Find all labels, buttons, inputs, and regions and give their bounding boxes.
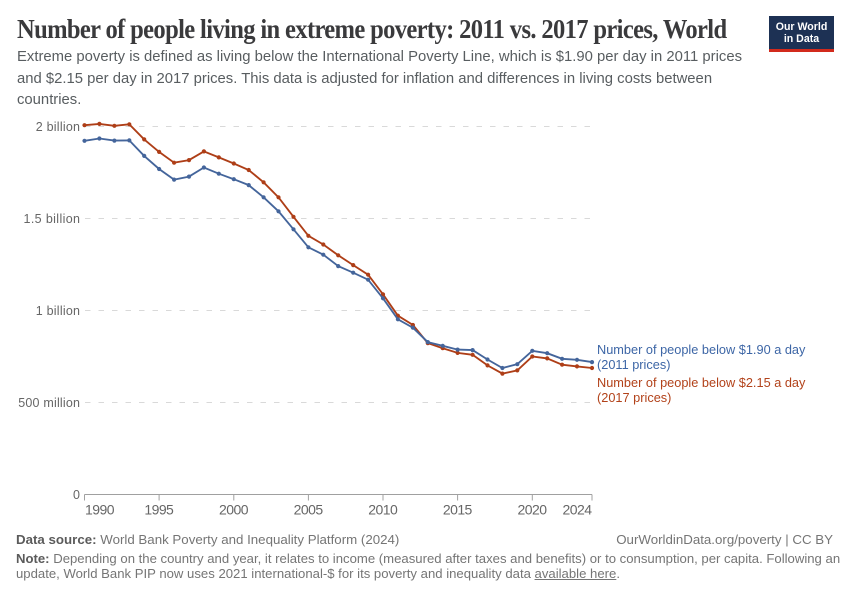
svg-text:2005: 2005	[294, 502, 324, 518]
svg-text:2000: 2000	[219, 502, 249, 518]
svg-text:500 million: 500 million	[18, 396, 80, 410]
svg-text:2 billion: 2 billion	[36, 120, 80, 134]
svg-text:2015: 2015	[443, 502, 473, 518]
svg-text:2020: 2020	[518, 502, 548, 518]
svg-text:1 billion: 1 billion	[36, 304, 80, 318]
svg-text:1.5 billion: 1.5 billion	[24, 212, 81, 226]
svg-text:1990: 1990	[85, 502, 115, 518]
svg-text:1995: 1995	[144, 502, 174, 518]
svg-text:2010: 2010	[368, 502, 398, 518]
svg-text:2024: 2024	[563, 502, 593, 518]
svg-text:0: 0	[73, 488, 80, 502]
